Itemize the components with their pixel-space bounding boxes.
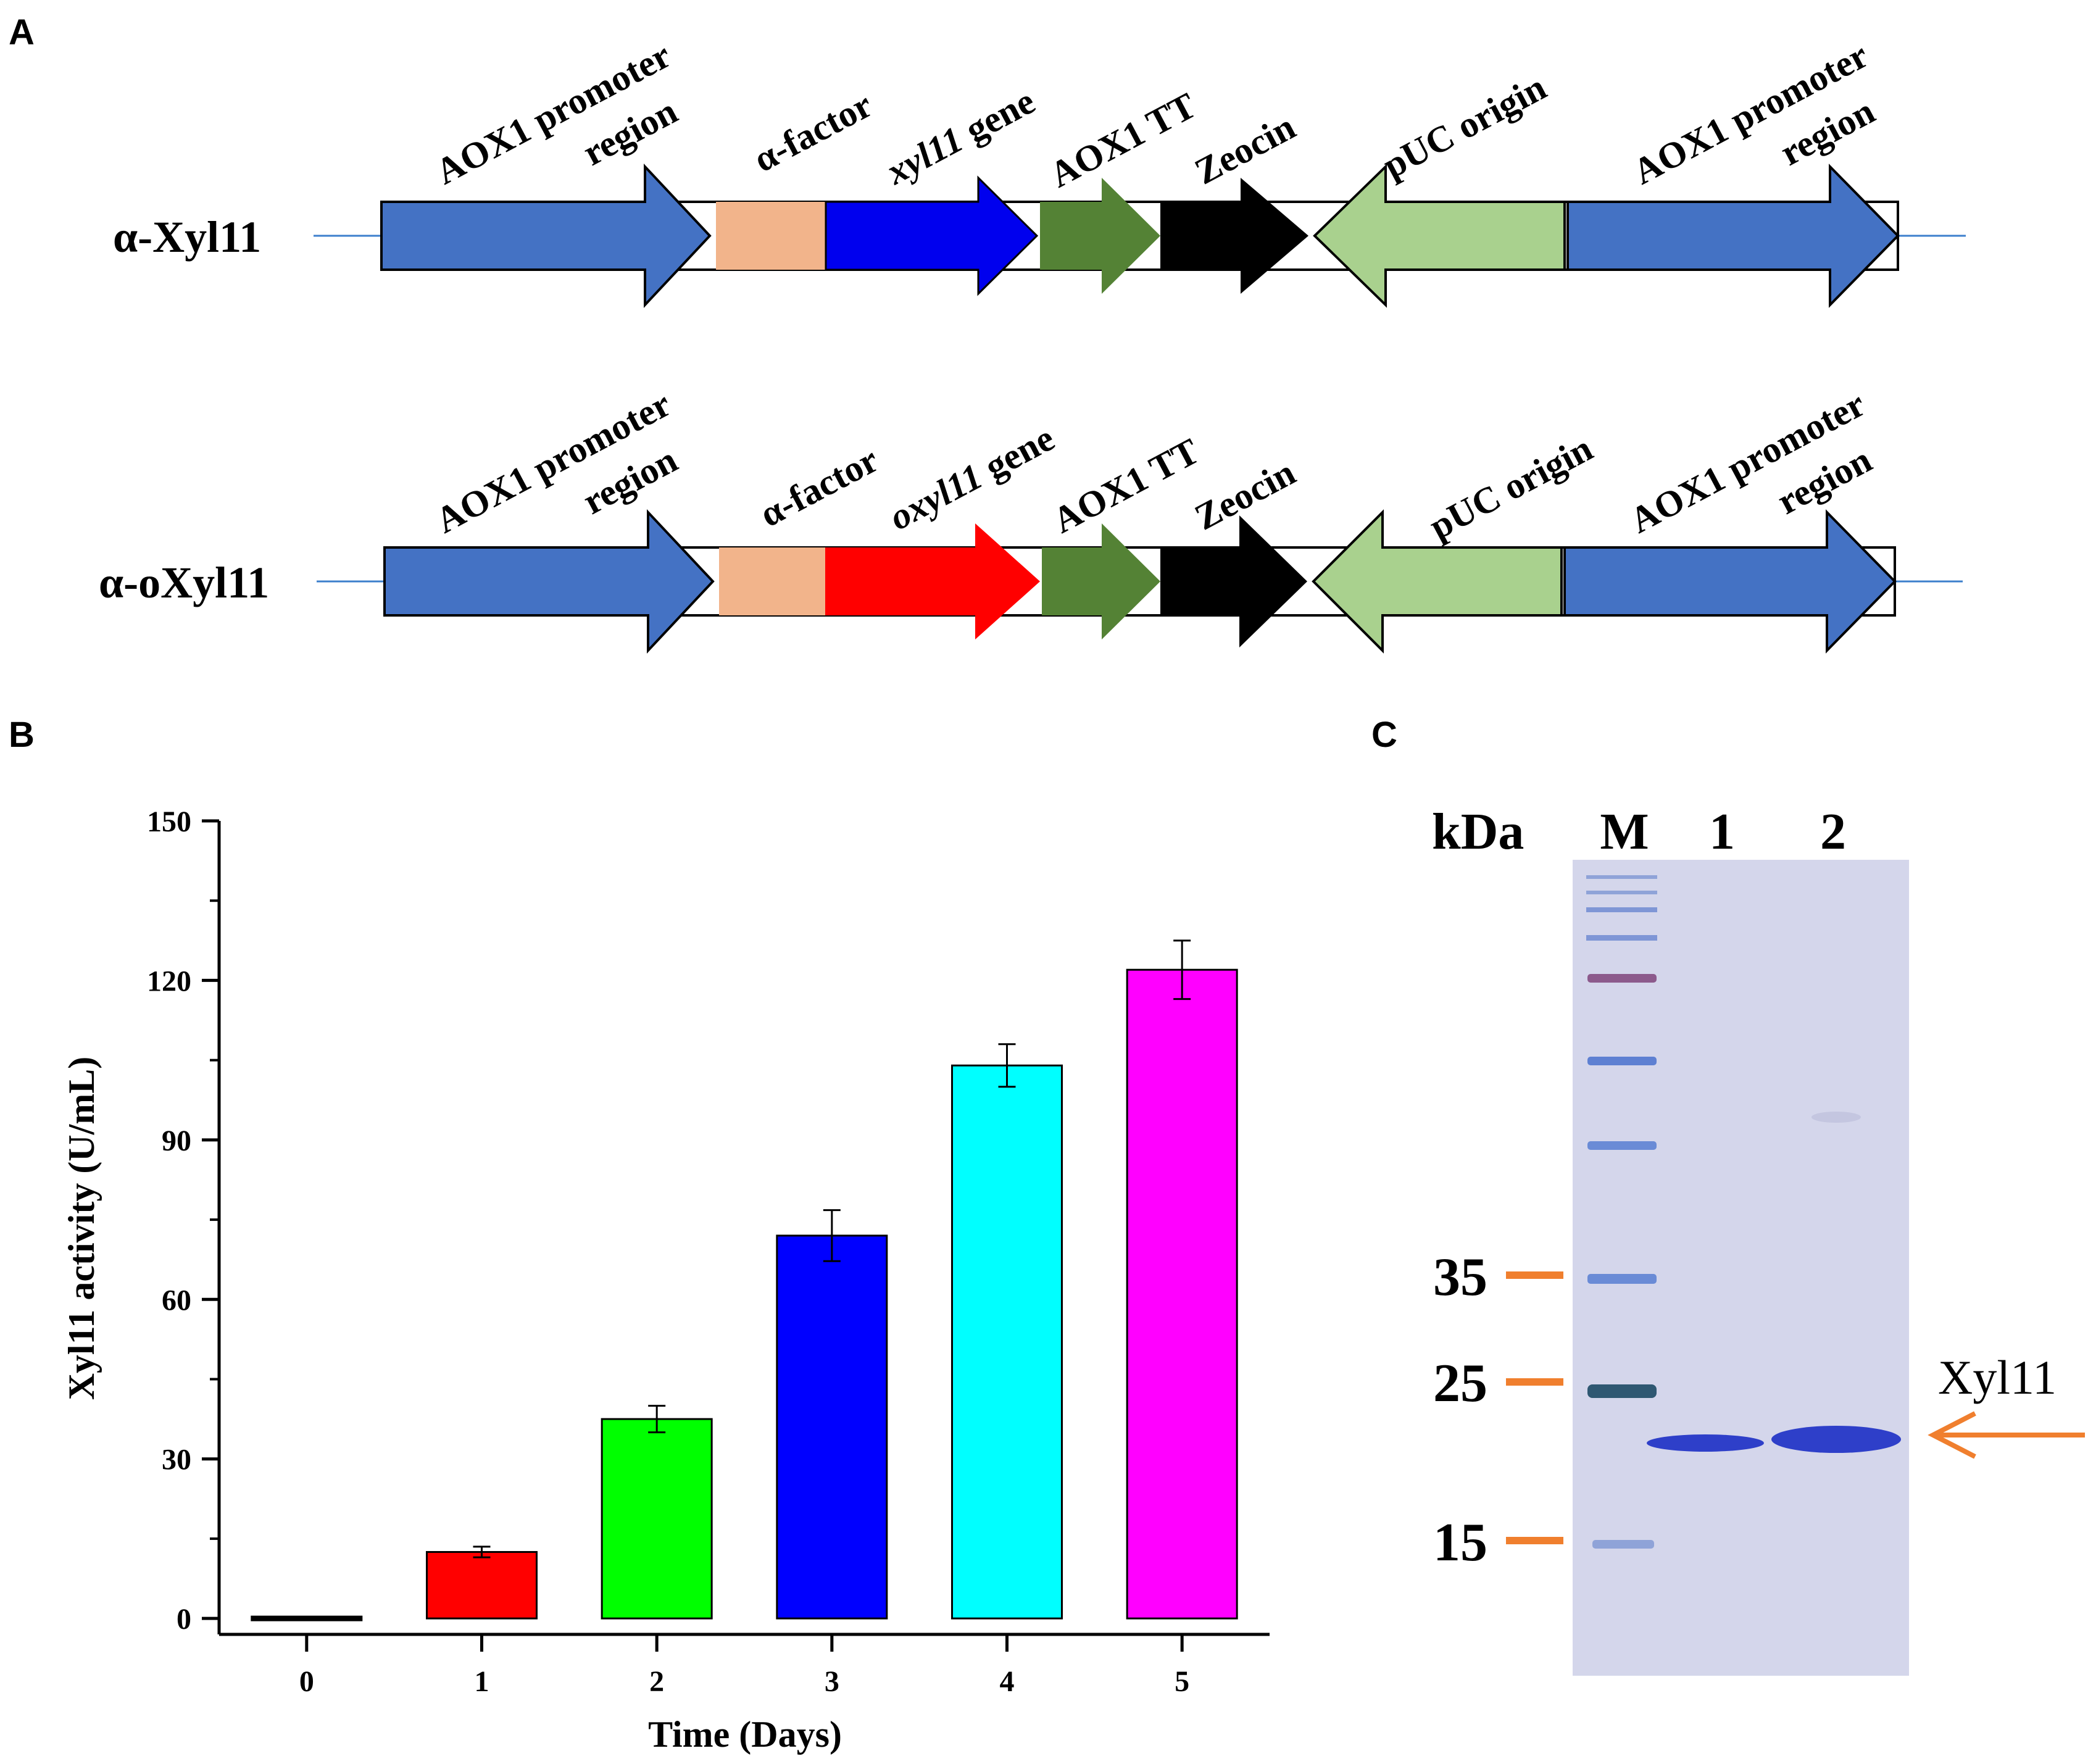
feature-label-puc-origin: pUC origin — [1423, 428, 1599, 547]
feature-label-gene: oxyl11 gene — [883, 417, 1060, 538]
mw-label-25: 25 — [1433, 1354, 1487, 1413]
lane-label-m: M — [1600, 803, 1649, 860]
mw-label-35: 35 — [1433, 1247, 1487, 1307]
mw-tick-35 — [1506, 1271, 1563, 1279]
feature-label-aox1-tt: AOX1 TT — [1043, 85, 1202, 195]
panel-label-a: A — [9, 12, 35, 52]
y-tick-label: 150 — [147, 805, 191, 838]
x-tick-label: 3 — [825, 1665, 839, 1698]
zeocin-arrow — [1160, 178, 1308, 294]
feature-label-aox1-tt: AOX1 TT — [1046, 430, 1205, 541]
mw-tick-25 — [1506, 1378, 1563, 1386]
x-tick-label: 5 — [1175, 1665, 1189, 1698]
bar — [1126, 968, 1238, 1620]
gene-arrow — [825, 175, 1039, 296]
y-tick-label: 0 — [177, 1603, 191, 1636]
bar — [776, 1234, 888, 1620]
feature-label-zeocin: Zeocin — [1188, 106, 1302, 193]
band-label: Xyl11 — [1938, 1350, 2057, 1404]
panel-label-b: B — [9, 715, 35, 755]
aox1-promoter-left-arrow — [380, 163, 712, 309]
panel-label-c: C — [1371, 715, 1397, 755]
xyl11-band-lane-2 — [1771, 1426, 1901, 1453]
xyl11-band-lane-1 — [1647, 1434, 1764, 1452]
y-axis-title: Xyl11 activity (U/mL) — [61, 1057, 102, 1400]
alpha-factor-block — [719, 547, 825, 615]
construct-name: α-oXyl11 — [99, 558, 269, 607]
sds-page-gel: kDa M 1 2 35 25 15 Xyl11 — [1432, 803, 2085, 1676]
gene-arrow — [825, 523, 1040, 639]
bar-chart: 0 30 60 90 120 150 0 1 2 3 4 5 Time (Days) Xyl11 ac… — [61, 805, 1270, 1755]
aox1-promoter-right-arrow — [1563, 509, 1897, 654]
y-tick-label: 120 — [147, 965, 191, 997]
alpha-factor-block — [716, 202, 826, 270]
construct-map-2: α-oXyl11 AOX1 promoter region α-factor o… — [99, 383, 1963, 654]
puc-origin-arrow — [1312, 509, 1563, 654]
x-tick-label: 1 — [475, 1665, 489, 1698]
feature-label-puc-origin: pUC origin — [1376, 67, 1553, 186]
construct-name: α-Xyl11 — [113, 212, 261, 262]
zeocin-arrow — [1160, 515, 1307, 647]
marker-ladder — [1586, 875, 1657, 1549]
y-tick-label: 90 — [162, 1125, 191, 1157]
x-tick-label: 4 — [1000, 1665, 1015, 1698]
construct-map-1: α-Xyl11 AOX1 promoter region α-factor xy… — [113, 35, 1966, 309]
puc-origin-arrow — [1313, 164, 1566, 308]
feature-label-gene: xyl11 gene — [879, 80, 1041, 193]
aox1-promoter-right-arrow — [1566, 164, 1900, 308]
mw-tick-15 — [1506, 1537, 1563, 1544]
bar — [601, 1418, 713, 1620]
mw-label-15: 15 — [1433, 1513, 1487, 1573]
bar — [426, 1550, 538, 1620]
feature-label-alpha-factor: α-factor — [747, 84, 878, 180]
feature-label-alpha-factor: α-factor — [753, 439, 884, 535]
x-tick-label: 2 — [649, 1665, 664, 1698]
aox1-tt-arrow — [1042, 523, 1160, 639]
kda-label: kDa — [1432, 803, 1524, 860]
bar — [951, 1064, 1063, 1620]
x-tick-label: 0 — [299, 1665, 314, 1698]
bar — [251, 1615, 363, 1621]
y-tick-label: 30 — [162, 1444, 191, 1476]
aox1-tt-arrow — [1040, 178, 1160, 294]
gel-background — [1573, 860, 1909, 1676]
band-arrow-head — [1928, 1411, 1976, 1459]
lane-label-1: 1 — [1709, 803, 1735, 860]
lane-label-2: 2 — [1820, 803, 1846, 860]
aox1-promoter-left-arrow — [383, 509, 715, 654]
faint-band-lane-2 — [1811, 1112, 1861, 1123]
x-axis-title: Time (Days) — [648, 1714, 842, 1755]
y-tick-label: 60 — [162, 1284, 191, 1317]
